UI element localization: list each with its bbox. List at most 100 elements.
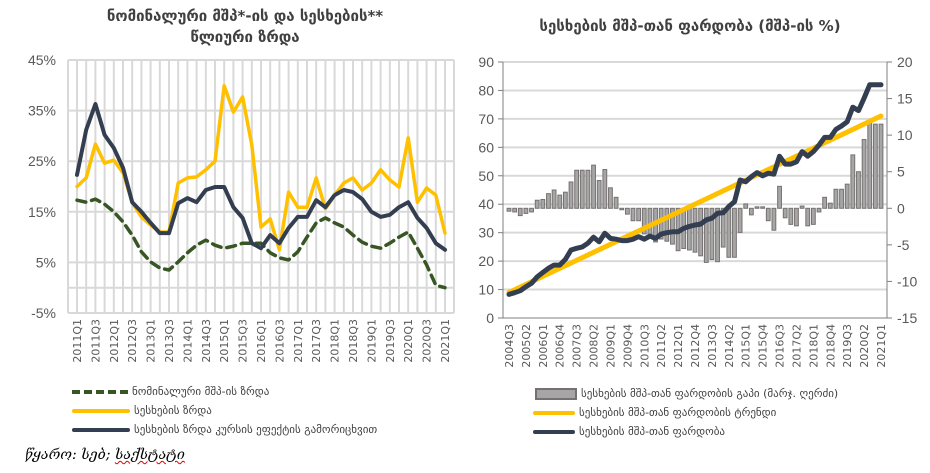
- gap-bar: [647, 207, 653, 236]
- gap-bar: [861, 139, 867, 209]
- gap-bar: [562, 191, 568, 209]
- gap-bar: [664, 207, 670, 242]
- right-x-tick-label: 2012Q1: [672, 324, 685, 368]
- gap-bar: [585, 169, 591, 209]
- left-x-tick-label: 2018Q3: [347, 319, 360, 363]
- gap-bar: [810, 207, 816, 225]
- gap-bar: [777, 185, 782, 209]
- legend-swatch-yellow: [533, 410, 575, 415]
- left-x-tick-label: 2015Q3: [237, 319, 250, 363]
- right-chart: 908070605040302010020151050-5-10-152004Q…: [478, 54, 917, 368]
- gap-bar: [641, 207, 647, 235]
- left-series-line-2: [75, 102, 447, 252]
- gap-bar: [608, 187, 613, 209]
- legend-item-credit-trend: სესხების მშპ-თან ფარდობის ტრენდი: [533, 403, 838, 422]
- gap-bar: [602, 169, 608, 209]
- legend-swatch-yellow: [72, 408, 130, 413]
- right-chart-legend: სესხების მშპ-თან ფარდობის გაპი (მარჯ. ღე…: [533, 384, 838, 441]
- left-chart-title-line-1: ნომინალური მშპ*-ის და სესხების**: [106, 7, 384, 25]
- gap-bar: [619, 207, 625, 211]
- right-x-tick-label: 2004Q3: [503, 324, 516, 368]
- right-y-tick-label: 0: [486, 310, 494, 326]
- right-x-tick-label: 2006Q4: [554, 324, 567, 368]
- legend-swatch-dashed-green: [72, 389, 128, 394]
- gap-bar: [827, 202, 833, 209]
- right-x-tick-label: 2013Q3: [706, 324, 719, 368]
- gap-bar: [574, 169, 580, 209]
- left-chart-title-line-2: წლიური ზრდა: [190, 28, 300, 46]
- left-x-tick-label: 2021Q1: [439, 319, 452, 363]
- right-x-tick-label: 2006Q1: [537, 324, 550, 368]
- legend-item-credit-gap: სესხების მშპ-თან ფარდობის გაპი (მარჯ. ღე…: [533, 384, 838, 403]
- right-y-tick-label: 50: [478, 168, 494, 184]
- gap-bar: [748, 207, 754, 216]
- source-label: წყარო: სებ;: [25, 447, 111, 463]
- right-x-tick-label: 2021Q1: [875, 324, 888, 368]
- gap-bar: [546, 193, 551, 209]
- gap-bar: [833, 188, 839, 209]
- right-y2-tick-label: -5: [897, 237, 910, 253]
- gap-bar: [709, 207, 715, 260]
- legend-swatch-dark: [72, 427, 130, 432]
- legend-item-loan-growth-fx-adjusted: სესხების ზრდა კურსის ეფექტის გამორიცხვით: [72, 420, 377, 439]
- gap-bar: [703, 207, 709, 263]
- right-y2-tick-label: -15: [897, 310, 917, 326]
- gap-bar: [512, 207, 518, 213]
- right-x-tick-label: 2011Q2: [655, 324, 668, 368]
- gap-bar: [794, 207, 799, 227]
- right-x-tick-label: 2016Q3: [774, 324, 787, 368]
- gap-bar: [517, 207, 523, 217]
- source-underlined-word: საქსტატი: [114, 447, 185, 463]
- right-y-tick-label: 40: [478, 196, 494, 212]
- right-x-tick-label: 2010Q3: [638, 324, 651, 368]
- left-chart-legend: ნომინალური მშპ-ის ზრდა სესხების ზრდა სეს…: [72, 382, 377, 439]
- left-series-line-1: [75, 84, 447, 252]
- left-y-tick-label: 45%: [28, 52, 56, 68]
- left-chart-title: ნომინალური მშპ*-ის და სესხების** წლიური …: [80, 6, 410, 48]
- left-x-tick-label: 2011Q1: [71, 319, 84, 363]
- left-chart: 45% 35% 25% 15% 5% -5% 2011Q1 2011Q3 2012Q1 2012Q…: [28, 52, 455, 363]
- legend-swatch-gray-bar: [535, 387, 577, 400]
- legend-label: სესხების ზრდა კურსის ეფექტის გამორიცხვით: [134, 423, 378, 436]
- gap-bar: [523, 207, 529, 214]
- gap-bar: [720, 207, 726, 248]
- left-y-tick-label: 15%: [28, 204, 56, 220]
- gap-bar: [613, 196, 619, 209]
- left-x-tick-label: 2013Q3: [163, 319, 176, 363]
- legend-item-nominal-gdp: ნომინალური მშპ-ის ზრდა: [72, 382, 377, 401]
- gap-bar: [579, 169, 585, 209]
- right-y2-tick-label: 10: [897, 127, 913, 143]
- gap-bar: [844, 183, 850, 209]
- gap-bar: [754, 206, 760, 209]
- right-y-tick-label: 80: [478, 82, 494, 98]
- gap-bar: [771, 207, 777, 231]
- right-x-tick-label: 2005Q2: [520, 324, 533, 368]
- left-y-tick-label: 35%: [28, 103, 56, 119]
- right-x-tick-label: 2008Q2: [588, 324, 601, 368]
- gap-bar: [872, 123, 878, 209]
- gap-bar: [636, 207, 642, 222]
- left-y-tick-label: -5%: [31, 305, 56, 321]
- left-x-tick-label: 2015Q1: [218, 319, 231, 363]
- gap-bar: [760, 206, 766, 209]
- left-x-tick-label: 2020Q1: [402, 319, 415, 363]
- right-y2-tick-label: 20: [897, 54, 913, 70]
- right-x-tick-label: 2014Q2: [723, 324, 736, 368]
- gap-bar: [839, 188, 844, 209]
- left-y-tick-label: 5%: [36, 254, 56, 270]
- gap-bar: [568, 181, 574, 209]
- legend-label: სესხების მშპ-თან ფარდობა: [579, 425, 726, 438]
- gap-bar: [816, 207, 822, 213]
- gap-bar: [692, 207, 698, 253]
- gap-bar: [630, 207, 636, 222]
- gap-bar: [715, 207, 720, 263]
- left-x-tick-label: 2019Q3: [384, 319, 397, 363]
- gap-bar: [557, 194, 563, 209]
- gap-bar: [788, 207, 794, 225]
- right-x-tick-label: 2018Q4: [824, 324, 837, 368]
- right-y2-tick-label: 5: [897, 164, 905, 180]
- gap-bar: [743, 203, 749, 209]
- left-x-tick-label: 2018Q1: [329, 319, 342, 363]
- right-x-tick-label: 2009Q4: [621, 324, 634, 368]
